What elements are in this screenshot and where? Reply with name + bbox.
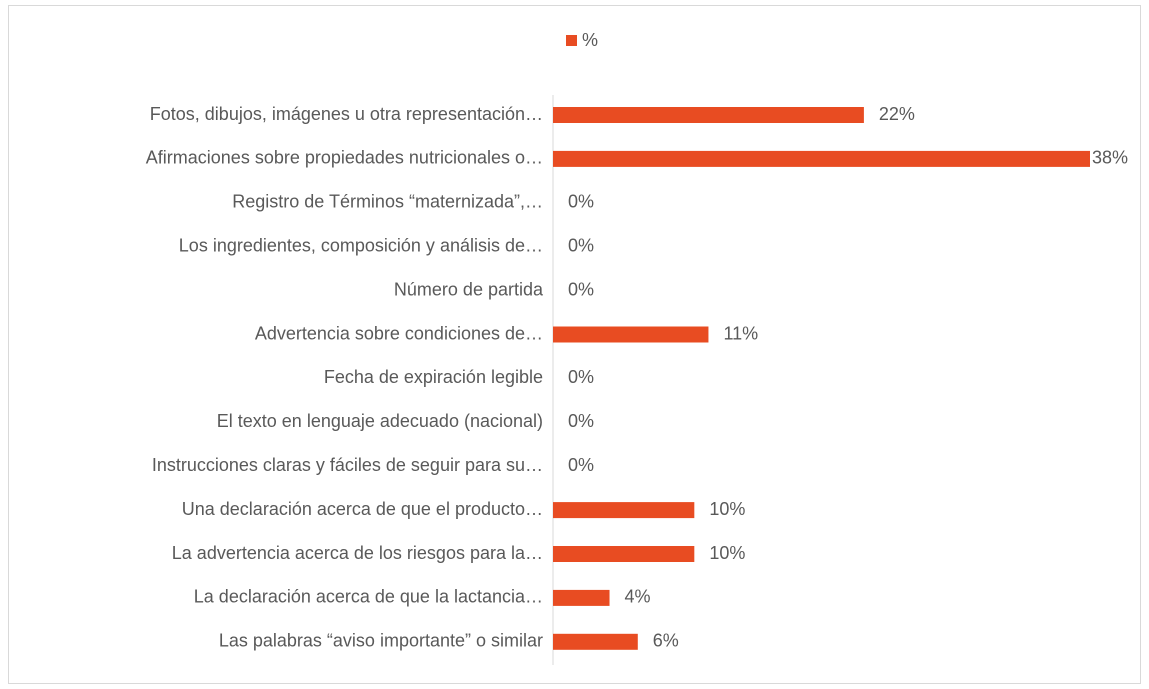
data-label: 38% <box>1092 148 1128 168</box>
legend-label: % <box>582 30 598 50</box>
data-label: 0% <box>568 455 594 475</box>
y-tick-label: Advertencia sobre condiciones de… <box>255 323 543 343</box>
y-tick-label: Afirmaciones sobre propiedades nutricion… <box>146 148 543 168</box>
y-tick-label: Los ingredientes, composición y análisis… <box>179 235 543 255</box>
data-label: 22% <box>879 104 915 124</box>
data-label: 10% <box>709 499 745 519</box>
bar <box>553 546 695 562</box>
data-label: 11% <box>723 323 758 343</box>
bar <box>553 326 709 343</box>
y-tick-label: Una declaración acerca de que el product… <box>182 499 543 519</box>
y-tick-label: Las palabras “aviso importante” o simila… <box>219 631 543 651</box>
data-label: 10% <box>709 543 745 563</box>
data-label: 0% <box>568 367 594 387</box>
data-label: 0% <box>568 235 594 255</box>
data-label: 0% <box>568 192 594 212</box>
y-tick-label: Fotos, dibujos, imágenes u otra represen… <box>150 104 543 124</box>
y-tick-label: La declaración acerca de que la lactanci… <box>194 587 543 607</box>
y-tick-label: Fecha de expiración legible <box>324 367 543 387</box>
data-label: 6% <box>653 631 679 651</box>
y-tick-label: El texto en lenguaje adecuado (nacional) <box>217 411 543 431</box>
y-tick-label: Registro de Términos “maternizada”,… <box>232 192 543 212</box>
legend-swatch <box>566 35 577 46</box>
bar <box>553 589 610 606</box>
y-tick-label: La advertencia acerca de los riesgos par… <box>172 543 543 563</box>
bar <box>553 107 864 123</box>
y-tick-label: Número de partida <box>394 279 544 299</box>
bar <box>553 633 638 650</box>
bar <box>553 150 1090 167</box>
data-label: 0% <box>568 279 594 299</box>
data-label: 0% <box>568 411 594 431</box>
data-label: 4% <box>625 587 651 607</box>
bar <box>553 502 695 519</box>
y-tick-label: Instrucciones claras y fáciles de seguir… <box>152 455 543 475</box>
